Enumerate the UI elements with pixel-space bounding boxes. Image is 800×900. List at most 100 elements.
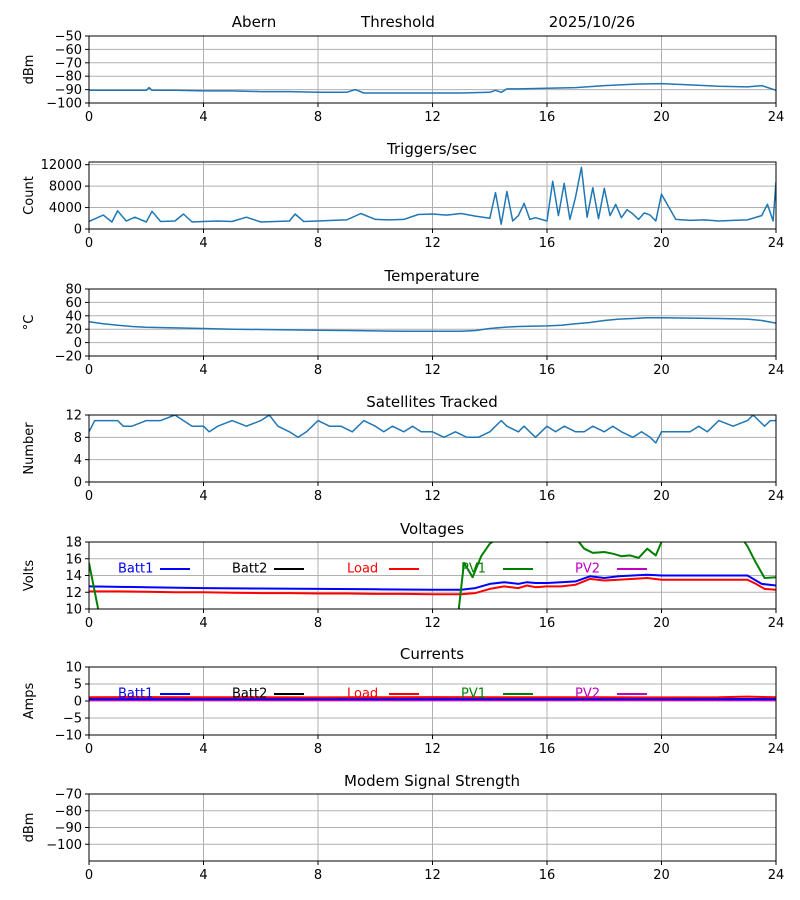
x-tick-label: 8 <box>314 616 322 631</box>
x-tick-label: 24 <box>768 110 785 125</box>
x-tick-label: 20 <box>653 742 670 757</box>
x-tick-label: 20 <box>653 236 670 251</box>
x-tick-label: 0 <box>85 110 93 125</box>
x-tick-label: 4 <box>199 868 207 883</box>
x-tick-label: 12 <box>424 868 441 883</box>
y-tick-label: 20 <box>65 323 82 338</box>
x-tick-label: 0 <box>85 236 93 251</box>
x-tick-label: 8 <box>314 236 322 251</box>
y-tick-label: 0 <box>74 476 82 491</box>
series-line-load <box>89 577 776 596</box>
y-tick-label: −50 <box>55 30 82 45</box>
chart-title: Currents <box>400 645 464 663</box>
chart-panel-modem: 0 4 8 12 16 20 24 −100 −90 −80−70 Modem Signal Str… <box>22 772 784 883</box>
y-tick-label: −70 <box>55 788 82 803</box>
x-tick-label: 20 <box>653 110 670 125</box>
y-axis-label: °C <box>22 315 37 331</box>
series-line-temp <box>89 317 776 332</box>
y-tick-label: 12 <box>65 586 82 601</box>
series-line-triggers <box>89 166 776 225</box>
y-tick-label: 8000 <box>49 180 82 195</box>
y-tick-label: 80 <box>65 283 82 298</box>
y-tick-label: −100 <box>46 97 82 112</box>
legend-label-batt1: Batt1 <box>118 562 153 577</box>
x-tick-label: 16 <box>539 489 556 504</box>
chart-panel-rssi: 0 4 8 12 16 20 24 −100−90−80−70−60−50 dBm <box>22 30 784 126</box>
legend-label-batt2: Batt2 <box>232 687 267 702</box>
y-axis-label: dBm <box>22 813 37 843</box>
x-tick-label: 24 <box>768 616 785 631</box>
x-tick-label: 24 <box>768 363 785 378</box>
x-tick-label: 0 <box>85 363 93 378</box>
x-tick-label: 4 <box>199 616 207 631</box>
y-tick-label: 12 <box>65 409 82 424</box>
y-tick-label: 5 <box>74 678 82 693</box>
header-site: Abern <box>232 13 276 31</box>
y-axis-label: dBm <box>22 55 37 85</box>
chart-panel-satellites: 0 4 8 12 16 20 24 0 4 8 12 Satellites Tracked Number <box>22 393 784 504</box>
y-tick-label: 16 <box>65 552 82 567</box>
y-axis-label: Amps <box>22 682 37 719</box>
x-tick-label: 12 <box>424 236 441 251</box>
y-tick-label: −80 <box>55 70 82 85</box>
y-axis-label: Volts <box>22 560 37 592</box>
y-axis-label: Number <box>22 422 37 475</box>
chart-panel-triggers: 0 4 8 12 16 20 24 0 4000 8000 12000 Triggers/sec Cou… <box>22 140 784 251</box>
y-tick-label: 10 <box>65 603 82 618</box>
y-tick-label: −90 <box>55 821 82 836</box>
legend-label-pv1: PV1 <box>461 687 486 702</box>
x-tick-label: 16 <box>539 868 556 883</box>
legend-label-pv2: PV2 <box>575 687 600 702</box>
y-tick-label: 8 <box>74 431 82 446</box>
chart-title: Satellites Tracked <box>366 393 497 411</box>
x-tick-label: 24 <box>768 868 785 883</box>
y-tick-label: −60 <box>55 43 82 58</box>
legend-label-load: Load <box>347 687 378 702</box>
x-tick-label: 12 <box>424 616 441 631</box>
legend-label-pv2: PV2 <box>575 562 600 577</box>
y-tick-label: 40 <box>65 309 82 324</box>
chart-title: Modem Signal Strength <box>344 772 520 790</box>
y-tick-label: −5 <box>63 712 82 727</box>
x-tick-label: 0 <box>85 742 93 757</box>
x-tick-label: 24 <box>768 236 785 251</box>
x-tick-label: 20 <box>653 868 670 883</box>
x-tick-label: 8 <box>314 742 322 757</box>
x-tick-label: 8 <box>314 868 322 883</box>
x-tick-label: 8 <box>314 489 322 504</box>
x-tick-label: 16 <box>539 363 556 378</box>
y-tick-label: 0 <box>74 223 82 238</box>
y-tick-label: 60 <box>65 296 82 311</box>
x-tick-label: 20 <box>653 363 670 378</box>
x-tick-label: 12 <box>424 363 441 378</box>
y-tick-label: 4000 <box>49 201 82 216</box>
x-tick-label: 24 <box>768 742 785 757</box>
x-tick-label: 16 <box>539 236 556 251</box>
y-tick-label: −90 <box>55 83 82 98</box>
x-tick-label: 4 <box>199 363 207 378</box>
header-date: 2025/10/26 <box>549 13 635 31</box>
x-tick-label: 4 <box>199 742 207 757</box>
y-axis-label: Count <box>22 176 37 215</box>
x-tick-label: 20 <box>653 489 670 504</box>
legend-label-batt1: Batt1 <box>118 687 153 702</box>
x-tick-label: 4 <box>199 236 207 251</box>
y-tick-label: 0 <box>74 336 82 351</box>
y-tick-label: −10 <box>55 729 82 744</box>
x-tick-label: 8 <box>314 363 322 378</box>
x-tick-label: 0 <box>85 489 93 504</box>
legend-label-batt2: Batt2 <box>232 562 267 577</box>
series-line-batt1 <box>89 573 776 591</box>
y-tick-label: −100 <box>46 838 82 853</box>
x-tick-label: 4 <box>199 489 207 504</box>
y-tick-label: −80 <box>55 804 82 819</box>
x-tick-label: 24 <box>768 489 785 504</box>
legend-label-pv1: PV1 <box>461 562 486 577</box>
y-tick-label: 10 <box>65 661 82 676</box>
x-tick-label: 12 <box>424 742 441 757</box>
